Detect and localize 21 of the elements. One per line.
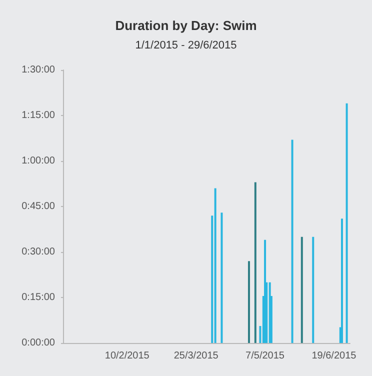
bar	[340, 218, 343, 343]
chart-subtitle: 1/1/2015 - 29/6/2015	[135, 40, 237, 52]
chart-title: Duration by Day: Swim	[115, 18, 257, 33]
bar	[248, 261, 250, 343]
y-tick-label: 0:30:00	[22, 246, 56, 258]
x-tick-label: 25/3/2015	[174, 350, 219, 362]
x-tick-label: 7/5/2015	[246, 350, 285, 362]
x-tick-label: 19/6/2015	[312, 350, 357, 362]
bar	[346, 103, 348, 343]
bar	[291, 140, 294, 343]
bar	[300, 236, 303, 343]
y-tick-label: 0:45:00	[22, 201, 56, 212]
bar	[214, 188, 216, 343]
bar	[220, 212, 223, 343]
y-tick-label: 1:30:00	[22, 64, 56, 76]
y-tick-label: 0:15:00	[22, 292, 56, 303]
y-tick-label: 1:00:00	[22, 156, 56, 166]
y-tick-label: 1:15:00	[22, 110, 56, 121]
x-tick-label: 10/2/2015	[104, 350, 150, 362]
y-tick-label: 0:00:00	[22, 338, 56, 348]
bar	[312, 236, 314, 343]
